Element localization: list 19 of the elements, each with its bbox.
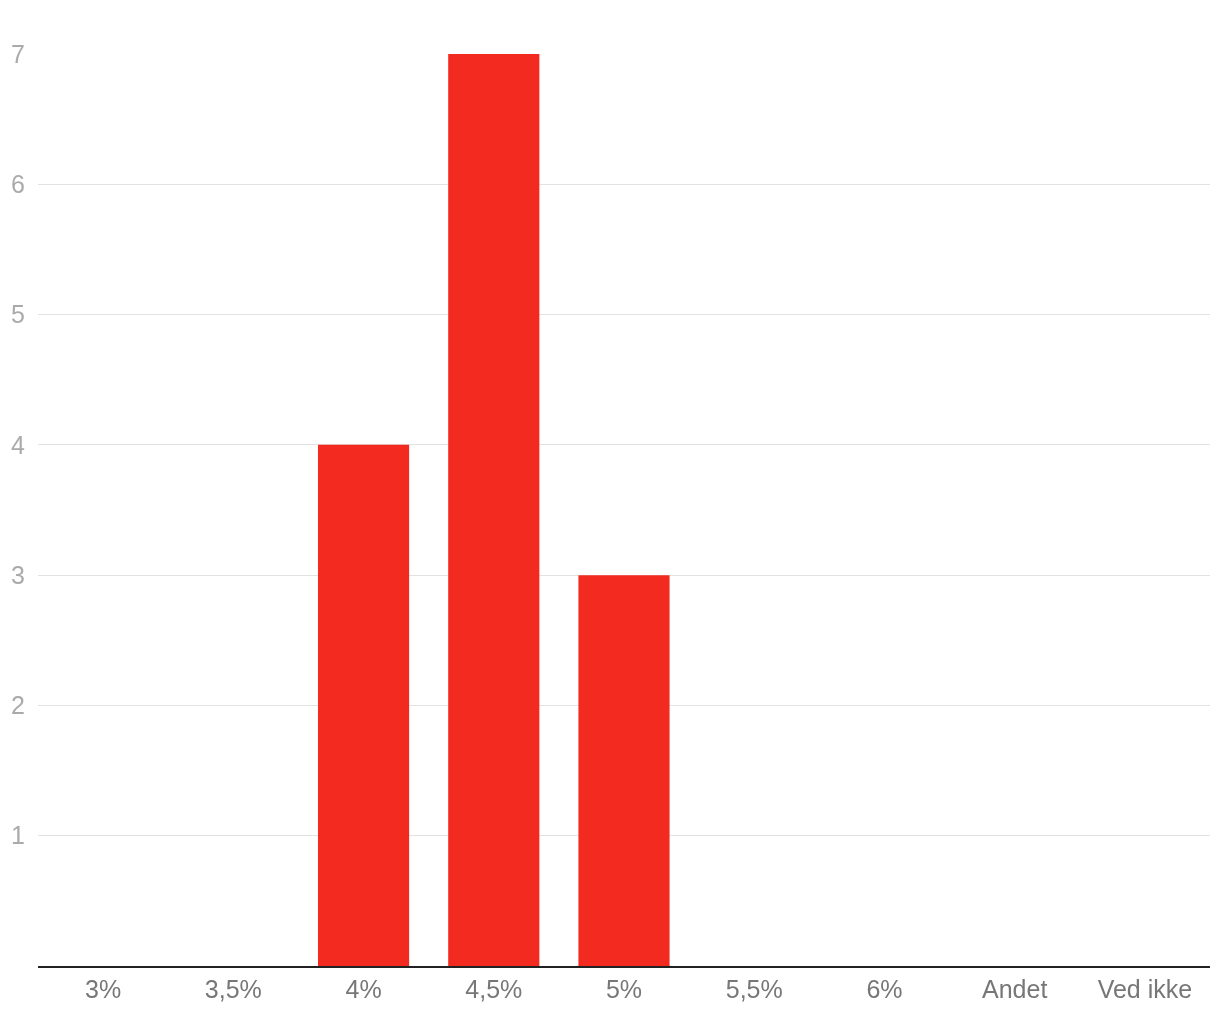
x-tick-label: 5,5% <box>725 974 783 1003</box>
x-tick-label: 6% <box>866 974 903 1003</box>
y-tick-label: 7 <box>11 39 25 68</box>
y-tick-label: 3 <box>11 560 25 589</box>
x-tick-label: 3,5% <box>204 974 262 1003</box>
x-tick-label: Ved ikke <box>1097 974 1193 1003</box>
x-tick-label: Andet <box>982 974 1048 1003</box>
bar <box>578 575 670 966</box>
y-tick-label: 5 <box>11 300 25 329</box>
y-tick-label: 6 <box>11 170 25 199</box>
y-tick-label: 2 <box>11 691 25 720</box>
y-tick-label: 1 <box>11 821 25 850</box>
y-tick-label: 4 <box>11 430 26 459</box>
bar <box>448 54 540 966</box>
x-tick-label: 3% <box>85 974 122 1003</box>
x-tick-label: 4% <box>345 974 382 1003</box>
x-tick-label: 5% <box>605 974 643 1003</box>
bar <box>317 444 410 966</box>
x-tick-label: 4,5% <box>465 974 523 1003</box>
